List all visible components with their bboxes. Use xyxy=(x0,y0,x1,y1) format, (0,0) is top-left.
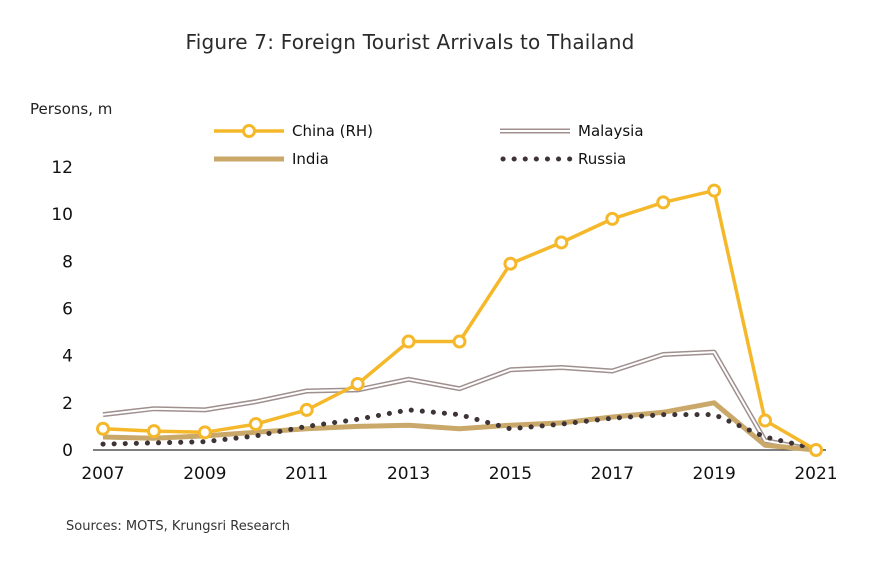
legend-label: China (RH) xyxy=(292,122,373,140)
data-point-china xyxy=(401,334,416,349)
y-tick-label: 6 xyxy=(62,300,73,320)
legend-marker xyxy=(242,124,256,138)
legend: China (RH) Malaysia India Russia xyxy=(214,122,644,168)
legend-item-malaysia: Malaysia xyxy=(500,122,644,140)
series-line-india xyxy=(102,400,817,453)
x-tick-label: 2021 xyxy=(794,464,837,484)
data-point-china xyxy=(350,376,365,391)
x-tick-label: 2017 xyxy=(591,464,634,484)
data-point-china xyxy=(96,421,110,436)
series-russia xyxy=(100,407,819,452)
data-point-china xyxy=(197,425,212,440)
x-axis-ticks: 2007 2009 2011 2013 2015 2017 2019 2021 xyxy=(81,464,837,484)
x-tick-label: 2015 xyxy=(489,464,532,484)
data-point-china xyxy=(809,443,823,457)
data-point-china xyxy=(707,183,722,198)
series-line-russia xyxy=(100,407,819,452)
y-axis-unit-label: Persons, m xyxy=(30,100,113,118)
data-point-china xyxy=(299,402,314,417)
data-point-china xyxy=(605,211,620,226)
legend-label: Malaysia xyxy=(578,122,644,140)
y-tick-label: 12 xyxy=(51,158,73,178)
series-china xyxy=(96,183,823,457)
y-tick-label: 4 xyxy=(62,347,73,367)
data-point-china xyxy=(656,195,671,210)
legend-item-india: India xyxy=(214,150,329,168)
data-point-china xyxy=(758,413,773,428)
series-india xyxy=(102,400,817,453)
x-tick-label: 2009 xyxy=(183,464,226,484)
y-axis-ticks: 0 2 4 6 8 10 12 xyxy=(51,158,73,461)
x-tick-label: 2011 xyxy=(285,464,328,484)
source-note: Sources: MOTS, Krungsri Research xyxy=(66,519,290,534)
series-layer xyxy=(96,183,823,457)
y-tick-label: 10 xyxy=(51,205,73,225)
x-tick-label: 2007 xyxy=(81,464,124,484)
chart-title: Figure 7: Foreign Tourist Arrivals to Th… xyxy=(185,30,635,54)
series-line-inner-malaysia xyxy=(102,351,817,451)
y-tick-label: 0 xyxy=(62,441,73,461)
data-point-china xyxy=(248,417,263,432)
y-tick-label: 2 xyxy=(62,394,73,414)
legend-label: India xyxy=(292,150,329,168)
data-point-china xyxy=(503,256,518,271)
data-point-china xyxy=(554,235,569,250)
x-tick-label: 2013 xyxy=(387,464,430,484)
series-malaysia xyxy=(102,349,817,453)
data-point-china xyxy=(146,424,161,439)
data-point-china xyxy=(452,334,467,349)
y-tick-label: 8 xyxy=(62,252,73,272)
legend-item-china: China (RH) xyxy=(214,122,373,140)
legend-item-russia: Russia xyxy=(500,150,626,168)
x-tick-label: 2019 xyxy=(693,464,736,484)
legend-label: Russia xyxy=(578,150,626,168)
